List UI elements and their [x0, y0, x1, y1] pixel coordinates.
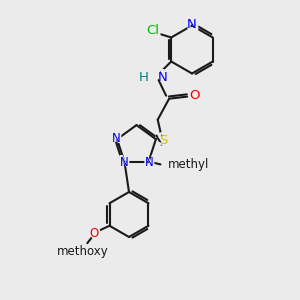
- Text: N: N: [158, 68, 172, 86]
- Text: N: N: [145, 156, 154, 169]
- Text: O: O: [87, 226, 101, 241]
- Text: methyl: methyl: [167, 157, 225, 172]
- Text: N: N: [187, 18, 197, 32]
- Text: O: O: [89, 227, 98, 240]
- Text: N: N: [143, 155, 155, 170]
- Text: H: H: [135, 68, 149, 86]
- Text: N: N: [112, 132, 121, 145]
- Text: methoxy: methoxy: [57, 245, 109, 258]
- Text: N: N: [110, 131, 123, 146]
- Text: methoxy: methoxy: [47, 244, 119, 259]
- Text: S: S: [157, 131, 169, 149]
- Text: N: N: [185, 16, 199, 34]
- Text: Cl: Cl: [147, 24, 160, 38]
- Text: O: O: [188, 87, 202, 105]
- Text: N: N: [158, 70, 168, 84]
- Text: N: N: [118, 155, 130, 170]
- Text: O: O: [189, 89, 200, 102]
- Text: H: H: [139, 70, 149, 84]
- Text: S: S: [159, 134, 167, 147]
- Text: Cl: Cl: [144, 22, 162, 40]
- Text: methyl: methyl: [167, 158, 209, 171]
- Text: N: N: [119, 156, 128, 169]
